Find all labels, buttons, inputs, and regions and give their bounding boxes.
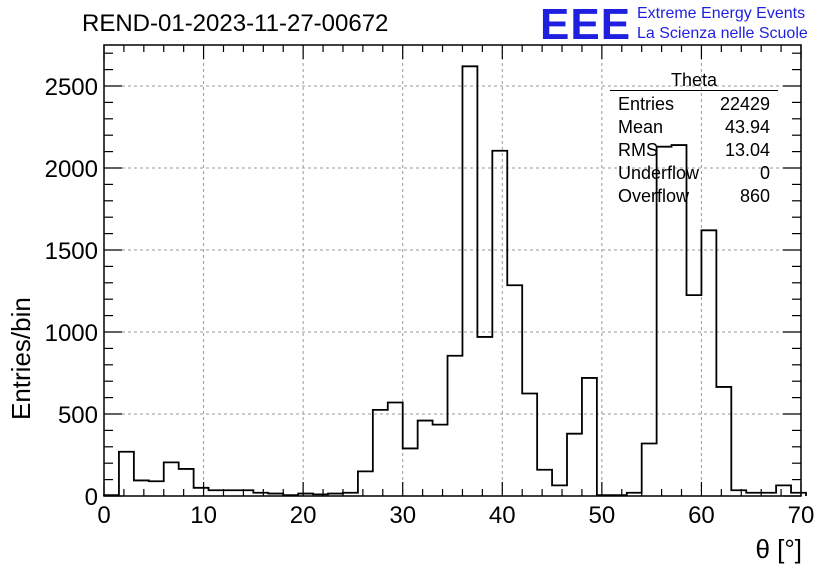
stats-row-underflow: Underflow 0 (610, 162, 778, 185)
histogram-bin (403, 448, 418, 496)
histogram-bin (537, 470, 552, 496)
histogram-bin (134, 480, 149, 496)
histogram-bin (567, 434, 582, 496)
histogram-bin (119, 452, 134, 496)
tick-labels: 0 10 20 30 40 50 60 70 0 500 1000 1500 2000 2500 (45, 74, 815, 529)
histogram-bin (388, 403, 403, 496)
stats-label: RMS (618, 140, 658, 160)
histogram-bin (522, 394, 537, 497)
histogram-bin (477, 337, 492, 496)
histogram-bin (582, 378, 597, 496)
plot-frame (103, 44, 802, 497)
histogram-outline (103, 65, 807, 497)
stats-box: Theta Entries 22429 Mean 43.94 RMS 13.04… (610, 70, 778, 208)
x-tick-label: 20 (290, 502, 317, 529)
x-tick-label: 50 (589, 502, 616, 529)
histogram-bin (716, 387, 731, 496)
histogram-bin (552, 485, 567, 496)
run-title: REND-01-2023-11-27-00672 (82, 10, 389, 37)
stats-label: Underflow (618, 163, 700, 183)
stats-value: 13.04 (724, 140, 770, 160)
stats-row-rms: RMS 13.04 (610, 139, 778, 162)
histogram-bin (164, 462, 179, 496)
stats-label: Entries (618, 94, 675, 114)
histogram-bin (642, 444, 657, 496)
grid-lines (104, 45, 801, 496)
stats-row-overflow: Overflow 860 (610, 185, 778, 208)
logo-caption: Extreme Energy Events La Scienza nelle S… (637, 4, 808, 44)
histogram-bin (418, 421, 433, 496)
eee-logo: EEE (540, 0, 632, 49)
x-tick-label: 40 (489, 502, 516, 529)
y-tick-label: 500 (58, 402, 98, 429)
x-tick-label: 60 (688, 502, 715, 529)
histogram-bin (209, 490, 224, 496)
logo-caption-line1: Extreme Energy Events (637, 5, 806, 22)
x-tick-label: 30 (389, 502, 416, 529)
histogram-bin (492, 151, 507, 496)
stats-row-entries: Entries 22429 (610, 93, 778, 116)
stats-label: Mean (618, 117, 664, 137)
x-tick-label: 0 (97, 502, 110, 529)
y-tick-label: 2500 (45, 74, 98, 101)
histogram-bin (448, 356, 463, 496)
x-axis-label: θ [°] (755, 534, 802, 564)
logo-caption-line2: La Scienza nelle Scuole (637, 25, 808, 42)
histogram-bin (179, 469, 194, 496)
stats-value: 43.94 (724, 117, 770, 137)
x-tick-label: 10 (190, 502, 217, 529)
y-tick-label: 0 (85, 484, 98, 511)
histogram-bin (776, 485, 791, 496)
histogram-bin (194, 488, 209, 496)
histogram-bin (223, 490, 238, 496)
y-tick-label: 1500 (45, 238, 98, 265)
y-axis-label: Entries/bin (6, 297, 36, 420)
stats-title: Theta (610, 70, 778, 91)
histogram-bin (238, 490, 253, 496)
stats-value: 0 (759, 163, 770, 183)
stats-label: Overflow (618, 186, 690, 206)
histogram-bin (149, 481, 164, 496)
y-tick-label: 1000 (45, 320, 98, 347)
histogram-bin (507, 285, 522, 496)
histogram-bin (686, 295, 701, 496)
x-tick-label: 70 (788, 502, 815, 529)
axis-ticks (103, 45, 802, 497)
histogram-bin (731, 490, 746, 496)
stats-value: 860 (739, 186, 770, 206)
histogram-bin (433, 425, 448, 496)
y-tick-label: 2000 (45, 156, 98, 183)
histogram-bars (103, 65, 807, 497)
stats-row-mean: Mean 43.94 (610, 116, 778, 139)
histogram-bin (462, 66, 477, 496)
histogram-bin (373, 410, 388, 496)
histogram-bin (358, 471, 373, 496)
histogram-bin (701, 230, 716, 496)
stats-value: 22429 (719, 94, 770, 114)
